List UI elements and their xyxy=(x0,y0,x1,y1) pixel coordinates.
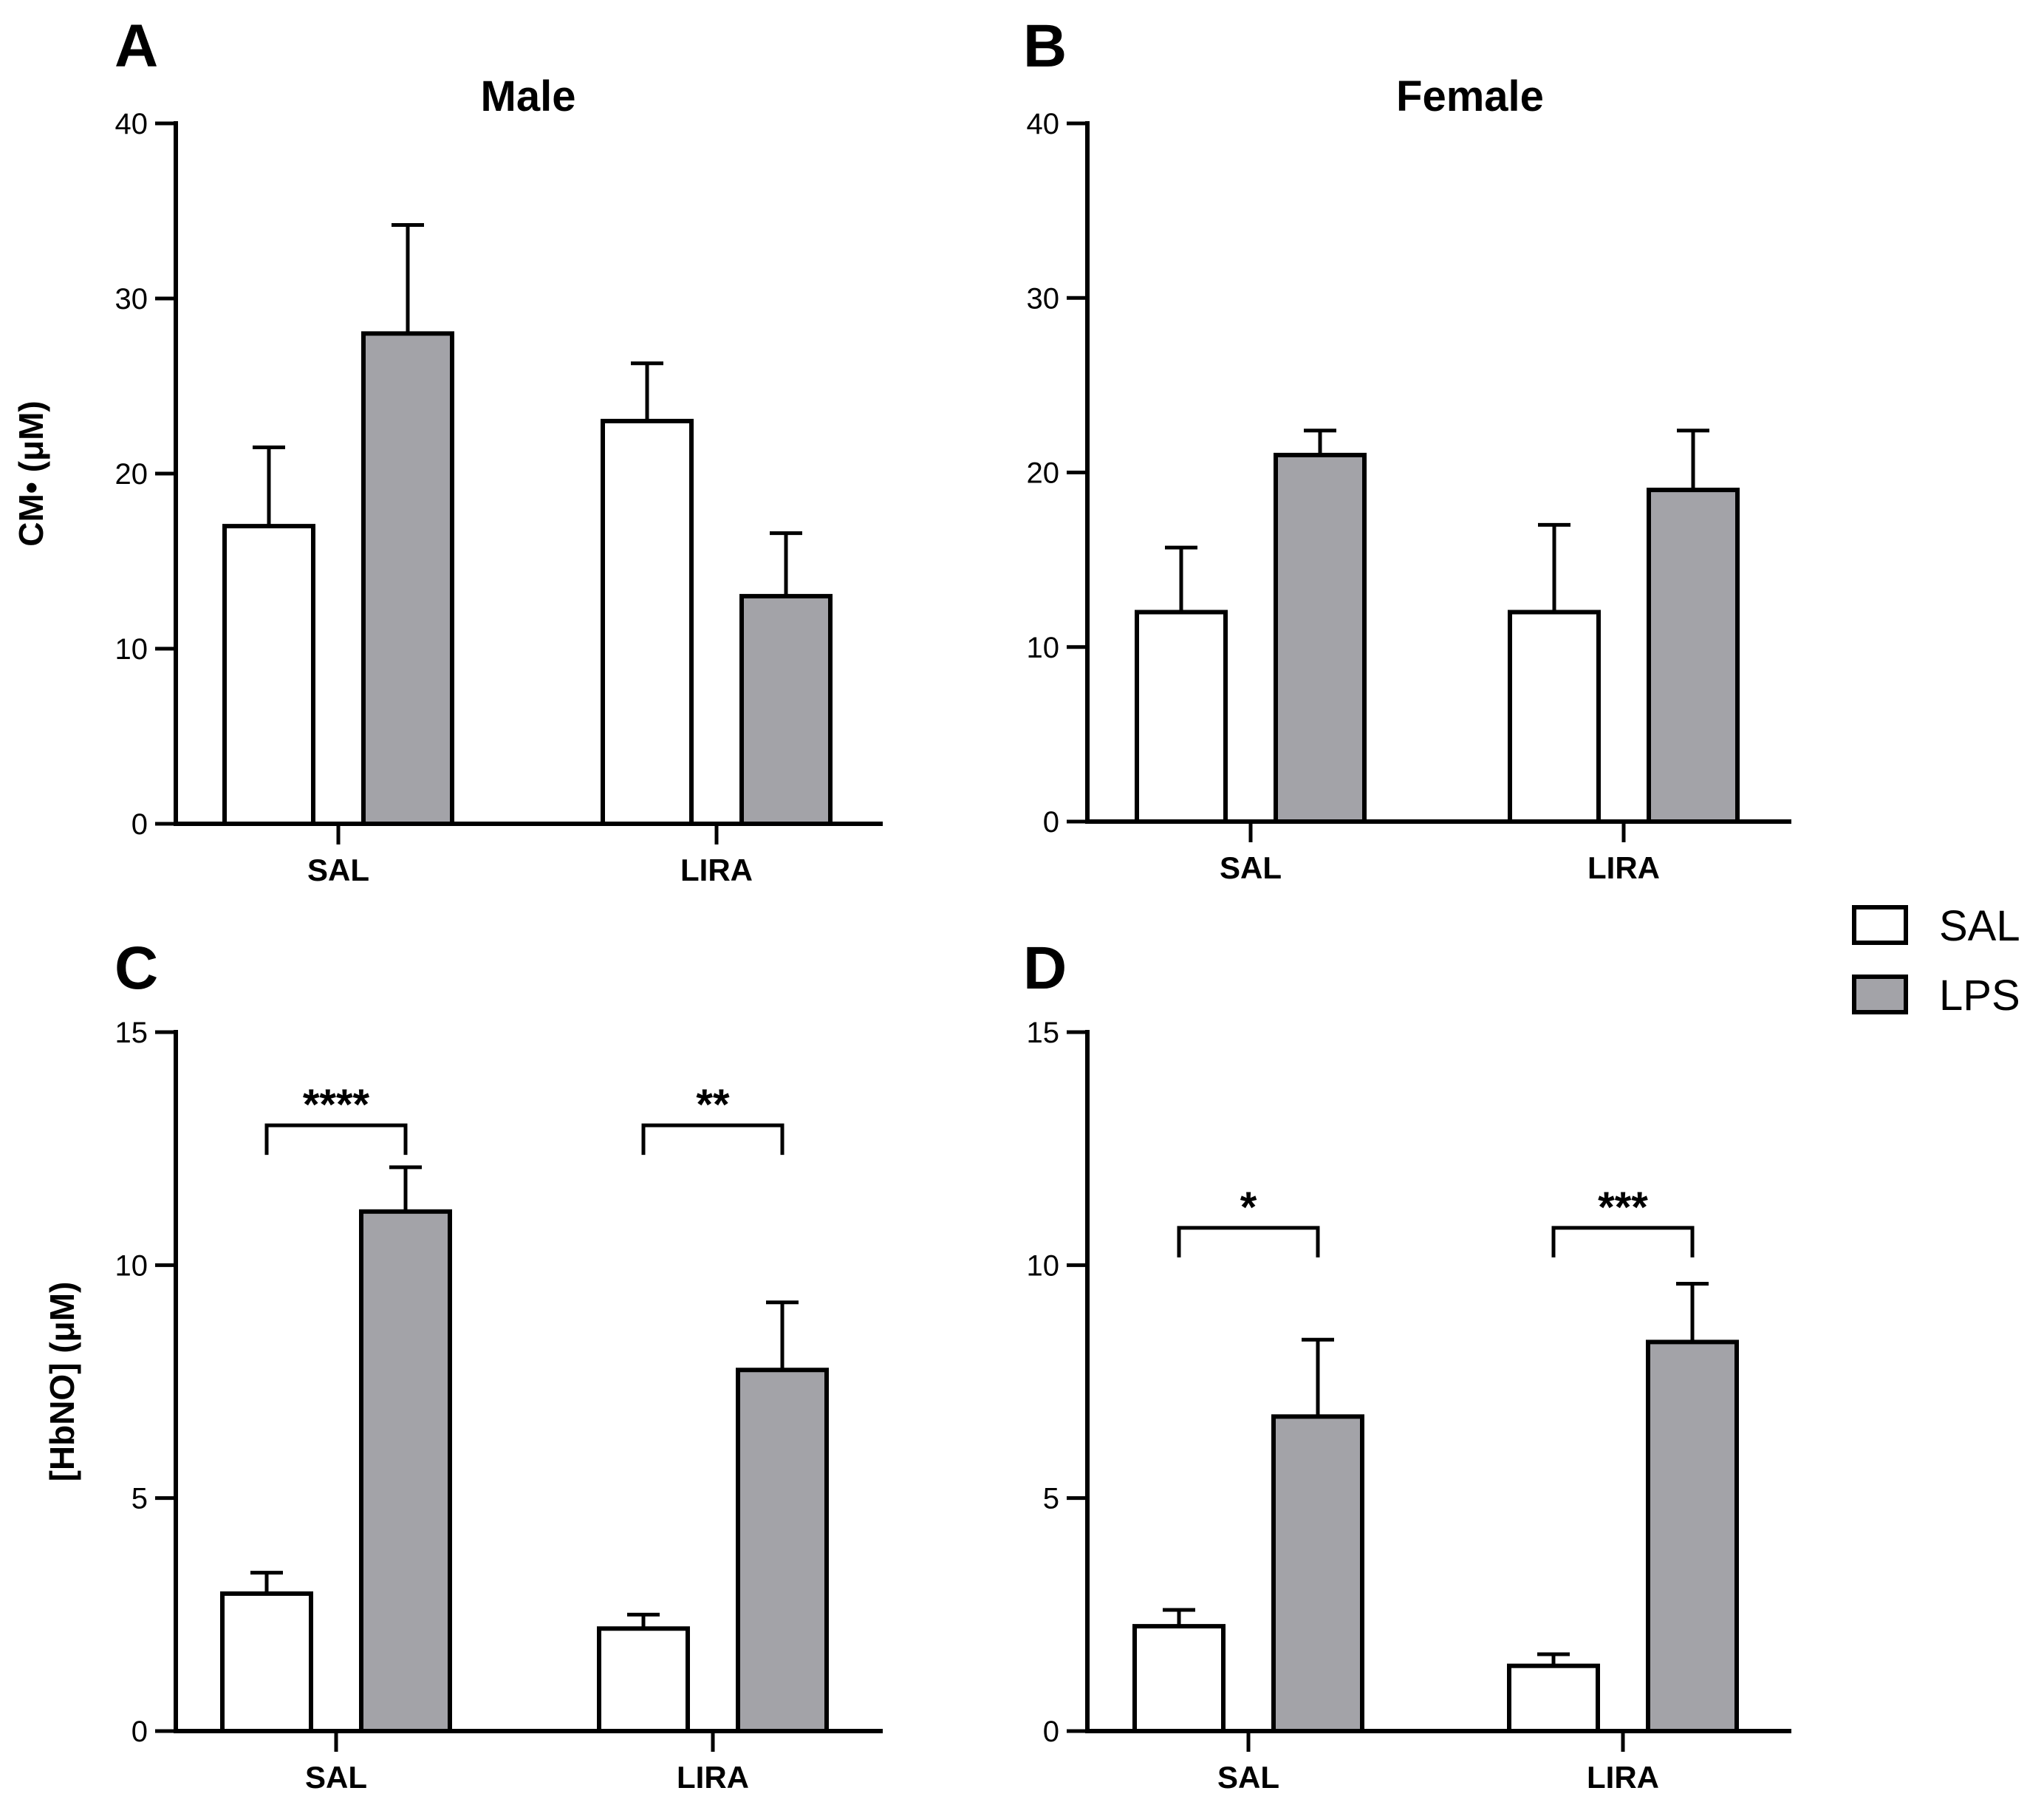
y-axis-label: CM• (μM) xyxy=(12,400,50,547)
bar-sal-sal xyxy=(220,1591,313,1734)
y-tick-label: 20 xyxy=(115,458,148,491)
legend-swatch-lps xyxy=(1852,975,1908,1014)
error-bar xyxy=(1538,522,1570,612)
y-tick-label: 40 xyxy=(115,108,148,140)
panel-letter: C xyxy=(114,935,158,1002)
error-bar xyxy=(1165,545,1197,612)
y-tick-label: 5 xyxy=(1043,1483,1059,1515)
error-bar xyxy=(1302,1337,1334,1417)
error-bar xyxy=(1163,1608,1195,1627)
bar-sal-lira xyxy=(597,1626,690,1734)
y-tick-label: 0 xyxy=(131,1716,148,1748)
y-tick-label: 30 xyxy=(1027,282,1060,315)
bar-lps-sal xyxy=(1274,452,1367,824)
x-category-label: SAL xyxy=(307,853,369,887)
significance-label: **** xyxy=(303,1081,370,1129)
x-category-label: LIRA xyxy=(1587,850,1660,885)
y-tick-label: 10 xyxy=(115,633,148,666)
error-bar xyxy=(253,445,285,527)
panel-b: B Female 0 10 20 30 40 SAL LIRA xyxy=(1023,13,1791,885)
y-tick-label: 5 xyxy=(131,1483,148,1515)
significance-bracket xyxy=(264,1123,408,1156)
y-tick-label: 10 xyxy=(115,1249,148,1282)
panel-title: Female xyxy=(1396,72,1544,120)
x-category-label: SAL xyxy=(1217,1760,1279,1795)
y-tick-label: 10 xyxy=(1027,632,1060,664)
y-tick-label: 0 xyxy=(1043,806,1059,839)
y-tick-label: 0 xyxy=(131,808,148,841)
error-bar xyxy=(1304,429,1336,455)
bar-lps-lira xyxy=(1647,488,1740,824)
y-tick-label: 40 xyxy=(1027,108,1060,140)
y-tick-label: 15 xyxy=(115,1017,148,1049)
significance-bracket xyxy=(641,1123,785,1156)
significance-bracket xyxy=(1551,1226,1695,1257)
y-tick-label: 10 xyxy=(1027,1249,1060,1282)
bar-sal-sal xyxy=(1135,610,1228,824)
significance-label: * xyxy=(1240,1184,1257,1232)
significance-label: ** xyxy=(696,1081,730,1129)
error-bar xyxy=(389,1165,422,1212)
error-bar xyxy=(766,1300,799,1371)
y-tick-label: 30 xyxy=(115,283,148,315)
y-axis-label: [HbNO] (μM) xyxy=(43,1282,81,1482)
error-bar xyxy=(1677,429,1709,491)
bar-sal-lira xyxy=(601,418,694,826)
bar-sal-lira xyxy=(1508,610,1601,824)
error-bar xyxy=(250,1571,283,1594)
bar-lps-sal xyxy=(361,331,454,826)
bar-lps-lira xyxy=(736,1368,829,1733)
error-bar xyxy=(770,531,802,596)
bar-sal-sal xyxy=(222,524,315,826)
error-bar xyxy=(392,222,424,334)
error-bar xyxy=(627,1612,660,1629)
x-category-label: SAL xyxy=(305,1760,367,1795)
y-tick-label: 20 xyxy=(1027,457,1060,490)
legend-swatch-sal xyxy=(1852,905,1908,945)
panel-a: A Male CM• (μM) 0 10 20 30 40 SAL LIRA xyxy=(12,13,883,887)
error-bar xyxy=(631,361,663,421)
bar-lps-sal xyxy=(359,1209,452,1733)
y-tick-label: 15 xyxy=(1027,1017,1060,1049)
x-category-label: LIRA xyxy=(677,1760,749,1795)
significance-label: *** xyxy=(1598,1184,1648,1232)
x-category-label: SAL xyxy=(1220,850,1282,885)
y-tick-label: 0 xyxy=(1043,1716,1059,1748)
x-category-label: LIRA xyxy=(1587,1760,1659,1795)
panel-letter: D xyxy=(1023,935,1067,1002)
panel-letter: A xyxy=(114,13,158,80)
panel-letter: B xyxy=(1023,13,1067,80)
bar-lps-lira xyxy=(1646,1339,1739,1733)
bar-sal-sal xyxy=(1132,1624,1226,1734)
bar-lps-lira xyxy=(739,593,833,827)
x-category-label: LIRA xyxy=(680,853,753,887)
bar-sal-lira xyxy=(1507,1663,1600,1734)
panels-group: A Male CM• (μM) 0 10 20 30 40 SAL LIRA B Female 0 10 2… xyxy=(12,13,1791,1795)
legend-label-sal: SAL xyxy=(1939,902,2020,950)
legend: SAL LPS xyxy=(1852,902,2020,1020)
panel-title: Male xyxy=(481,72,576,120)
significance-bracket xyxy=(1177,1226,1320,1257)
error-bar xyxy=(1676,1282,1709,1342)
bar-lps-sal xyxy=(1271,1414,1364,1734)
legend-label-lps: LPS xyxy=(1939,972,2020,1020)
